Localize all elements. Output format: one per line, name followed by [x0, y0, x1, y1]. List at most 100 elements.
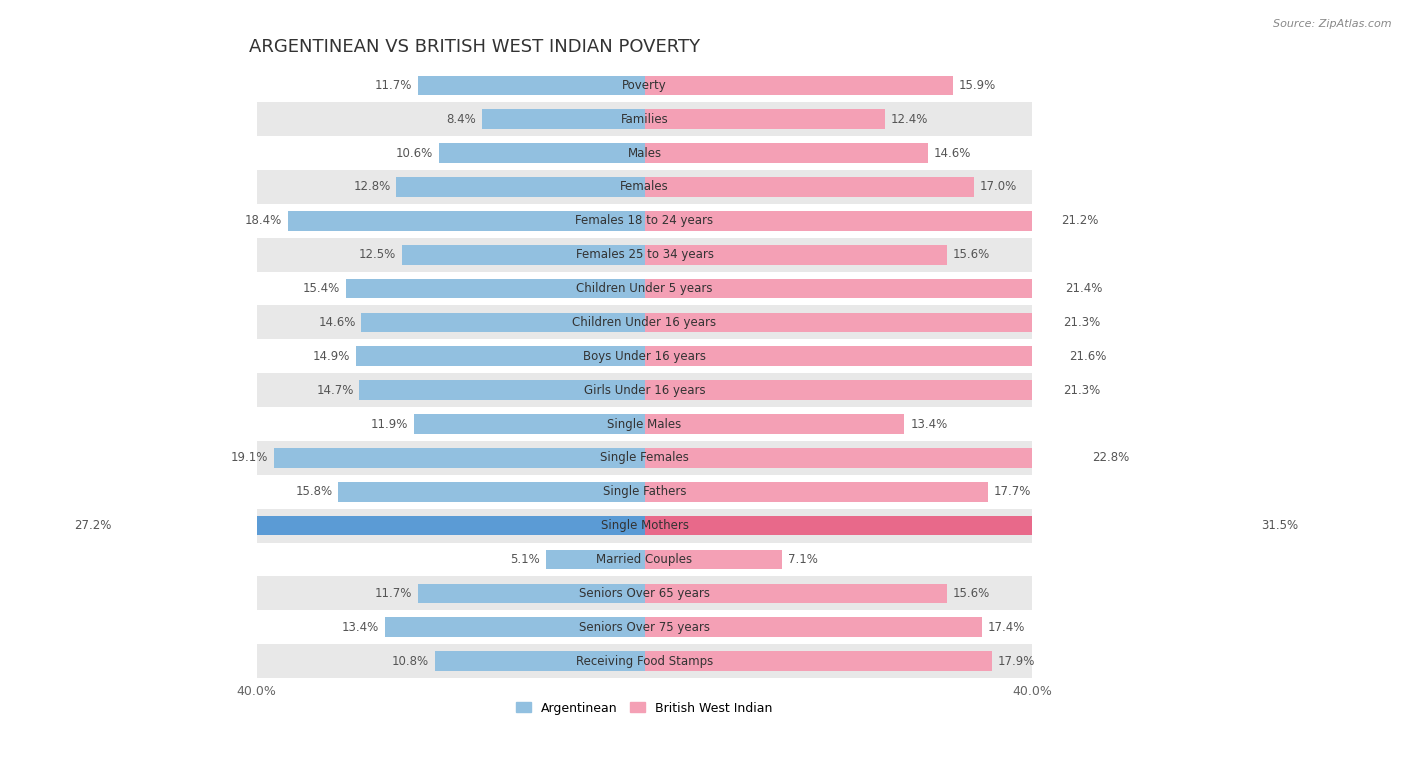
- Bar: [644, 381, 1057, 400]
- Text: 17.4%: 17.4%: [988, 621, 1025, 634]
- Bar: [257, 238, 1032, 271]
- Bar: [644, 482, 988, 502]
- Bar: [257, 475, 1032, 509]
- Bar: [644, 346, 1063, 366]
- Bar: [482, 109, 644, 129]
- Bar: [117, 516, 644, 535]
- Text: 15.9%: 15.9%: [959, 79, 995, 92]
- Bar: [644, 143, 928, 163]
- Text: 27.2%: 27.2%: [75, 519, 111, 532]
- Bar: [644, 245, 948, 265]
- Text: 14.6%: 14.6%: [934, 146, 972, 160]
- Text: Seniors Over 65 years: Seniors Over 65 years: [579, 587, 710, 600]
- Text: Single Females: Single Females: [600, 452, 689, 465]
- Bar: [274, 448, 644, 468]
- Text: 21.3%: 21.3%: [1063, 384, 1101, 396]
- Bar: [644, 414, 904, 434]
- Bar: [257, 170, 1032, 204]
- Bar: [644, 651, 991, 671]
- Bar: [257, 644, 1032, 678]
- Bar: [257, 577, 1032, 610]
- Text: Children Under 16 years: Children Under 16 years: [572, 316, 717, 329]
- Text: 12.5%: 12.5%: [359, 248, 396, 262]
- Text: Families: Families: [620, 113, 668, 126]
- Bar: [644, 550, 782, 569]
- Bar: [644, 211, 1056, 230]
- Text: 15.6%: 15.6%: [953, 248, 990, 262]
- Bar: [257, 509, 1032, 543]
- Bar: [644, 448, 1087, 468]
- Bar: [644, 516, 1256, 535]
- Text: Source: ZipAtlas.com: Source: ZipAtlas.com: [1274, 19, 1392, 29]
- Text: 19.1%: 19.1%: [231, 452, 269, 465]
- Bar: [644, 177, 974, 197]
- Bar: [644, 618, 981, 637]
- Bar: [434, 651, 644, 671]
- Text: 14.9%: 14.9%: [312, 349, 350, 363]
- Text: Girls Under 16 years: Girls Under 16 years: [583, 384, 706, 396]
- Text: 21.6%: 21.6%: [1070, 349, 1107, 363]
- Text: 12.8%: 12.8%: [353, 180, 391, 193]
- Bar: [418, 76, 644, 96]
- Text: 8.4%: 8.4%: [446, 113, 475, 126]
- Text: 14.7%: 14.7%: [316, 384, 354, 396]
- Text: 18.4%: 18.4%: [245, 215, 281, 227]
- Bar: [361, 312, 644, 332]
- Text: 10.8%: 10.8%: [392, 655, 429, 668]
- Text: 22.8%: 22.8%: [1092, 452, 1130, 465]
- Bar: [257, 204, 1032, 238]
- Text: Single Males: Single Males: [607, 418, 682, 431]
- Bar: [257, 543, 1032, 577]
- Bar: [257, 271, 1032, 305]
- Text: 13.4%: 13.4%: [342, 621, 378, 634]
- Text: Single Fathers: Single Fathers: [603, 485, 686, 498]
- Bar: [413, 414, 644, 434]
- Text: 15.8%: 15.8%: [295, 485, 332, 498]
- Bar: [257, 441, 1032, 475]
- Text: 31.5%: 31.5%: [1261, 519, 1298, 532]
- Text: 15.4%: 15.4%: [302, 282, 340, 295]
- Text: Married Couples: Married Couples: [596, 553, 693, 566]
- Text: 13.4%: 13.4%: [910, 418, 948, 431]
- Text: Females 18 to 24 years: Females 18 to 24 years: [575, 215, 714, 227]
- Bar: [356, 346, 644, 366]
- Text: 21.3%: 21.3%: [1063, 316, 1101, 329]
- Text: Children Under 5 years: Children Under 5 years: [576, 282, 713, 295]
- Bar: [644, 584, 948, 603]
- Text: 15.6%: 15.6%: [953, 587, 990, 600]
- Text: Females: Females: [620, 180, 669, 193]
- Text: Poverty: Poverty: [623, 79, 666, 92]
- Bar: [257, 305, 1032, 340]
- Text: 11.7%: 11.7%: [374, 587, 412, 600]
- Text: ARGENTINEAN VS BRITISH WEST INDIAN POVERTY: ARGENTINEAN VS BRITISH WEST INDIAN POVER…: [249, 38, 700, 56]
- Legend: Argentinean, British West Indian: Argentinean, British West Indian: [516, 701, 773, 715]
- Text: 17.9%: 17.9%: [997, 655, 1035, 668]
- Text: 11.7%: 11.7%: [374, 79, 412, 92]
- Text: 5.1%: 5.1%: [510, 553, 540, 566]
- Bar: [257, 102, 1032, 136]
- Text: Females 25 to 34 years: Females 25 to 34 years: [575, 248, 714, 262]
- Text: 21.2%: 21.2%: [1062, 215, 1099, 227]
- Bar: [257, 373, 1032, 407]
- Bar: [546, 550, 644, 569]
- Bar: [346, 279, 644, 299]
- Text: Receiving Food Stamps: Receiving Food Stamps: [576, 655, 713, 668]
- Text: Seniors Over 75 years: Seniors Over 75 years: [579, 621, 710, 634]
- Bar: [402, 245, 644, 265]
- Bar: [257, 407, 1032, 441]
- Text: 11.9%: 11.9%: [371, 418, 408, 431]
- Bar: [644, 109, 884, 129]
- Text: Single Mothers: Single Mothers: [600, 519, 689, 532]
- Bar: [288, 211, 644, 230]
- Bar: [418, 584, 644, 603]
- Bar: [257, 136, 1032, 170]
- Bar: [385, 618, 644, 637]
- Text: 12.4%: 12.4%: [891, 113, 928, 126]
- Text: Males: Males: [627, 146, 662, 160]
- Bar: [337, 482, 644, 502]
- Bar: [257, 68, 1032, 102]
- Text: Boys Under 16 years: Boys Under 16 years: [583, 349, 706, 363]
- Bar: [644, 76, 953, 96]
- Text: 17.7%: 17.7%: [994, 485, 1031, 498]
- Bar: [644, 312, 1057, 332]
